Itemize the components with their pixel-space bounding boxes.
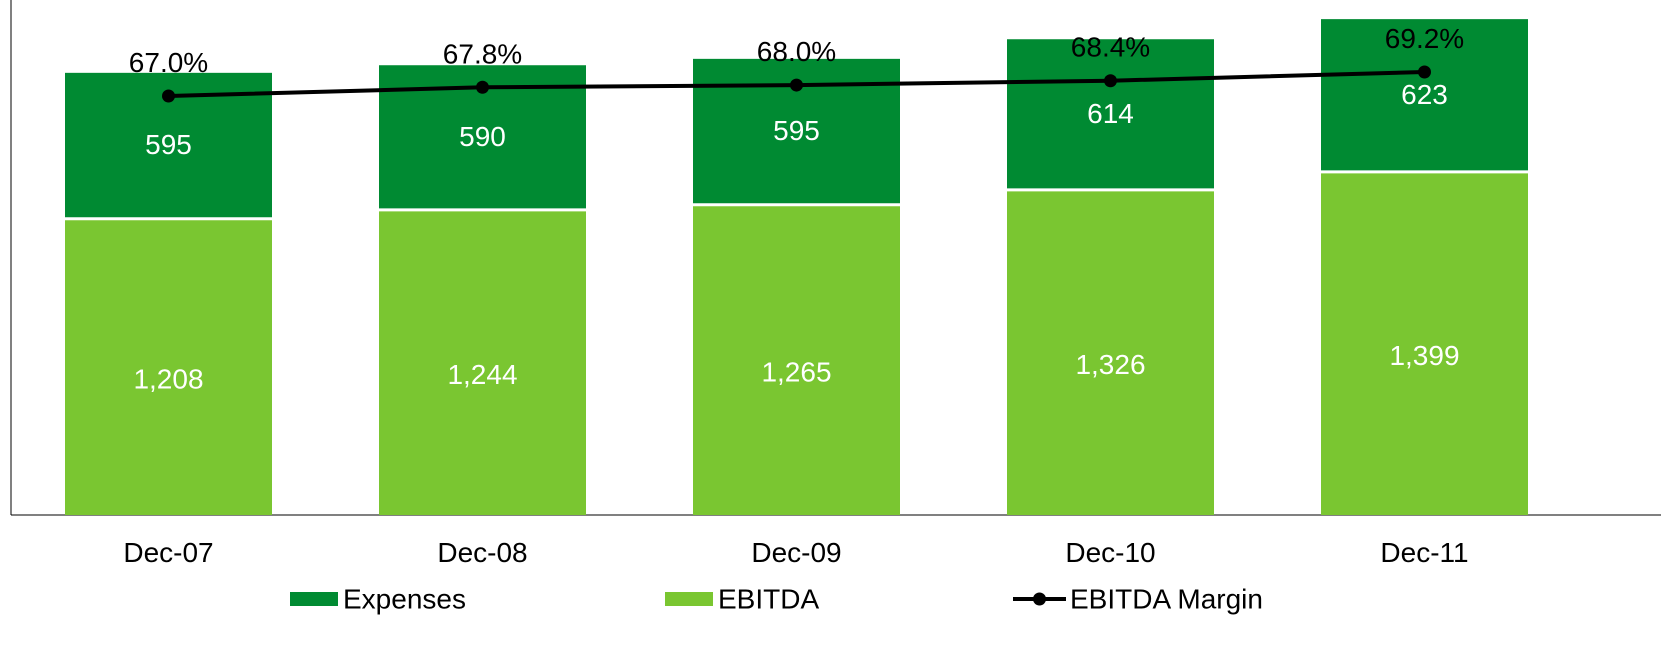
- bar-expenses-dec-10: [1007, 39, 1214, 190]
- bar-ebitda-dec-09: [693, 204, 900, 515]
- label-expenses-dec-10: 614: [1087, 98, 1134, 129]
- margin-point-dec-11: [1418, 65, 1431, 79]
- bar-ebitda-dec-11: [1321, 171, 1528, 515]
- margin-label-dec-11: 69.2%: [1385, 23, 1464, 54]
- label-ebitda-dec-09: 1,265: [761, 356, 831, 387]
- legend-label-ebitda-margin: EBITDA Margin: [1070, 583, 1263, 614]
- margin-line: 67.0% 67.8% 68.0% 68.4% 69.2%: [129, 23, 1464, 103]
- legend-line-marker: [1033, 592, 1046, 606]
- margin-point-dec-09: [790, 78, 803, 92]
- label-expenses-dec-11: 623: [1401, 79, 1448, 110]
- bar-ebitda-dec-10: [1007, 189, 1214, 516]
- x-ticks: Dec-07 Dec-08 Dec-09 Dec-10 Dec-11: [123, 537, 1468, 568]
- bars: [65, 19, 1528, 516]
- margin-label-dec-10: 68.4%: [1071, 32, 1150, 63]
- label-ebitda-dec-07: 1,208: [133, 363, 203, 394]
- legend-label-expenses: Expenses: [343, 583, 466, 614]
- legend: Expenses EBITDA EBITDA Margin: [290, 583, 1263, 614]
- bar-labels: 1,208 595 1,244 590 1,265 595 1,326 614 1,399 623: [133, 79, 1459, 394]
- x-tick-dec-08: Dec-08: [437, 537, 527, 568]
- bar-expenses-dec-11: [1321, 19, 1528, 172]
- margin-label-dec-09: 68.0%: [757, 36, 836, 67]
- legend-swatch-expenses: [290, 592, 338, 606]
- label-expenses-dec-09: 595: [773, 115, 820, 146]
- label-ebitda-dec-10: 1,326: [1075, 349, 1145, 380]
- margin-point-dec-07: [162, 89, 175, 103]
- margin-label-dec-08: 67.8%: [443, 38, 522, 69]
- margin-point-dec-08: [476, 80, 489, 94]
- margin-label-dec-07: 67.0%: [129, 47, 208, 78]
- x-tick-dec-07: Dec-07: [123, 537, 213, 568]
- x-tick-dec-10: Dec-10: [1065, 537, 1155, 568]
- label-ebitda-dec-11: 1,399: [1389, 340, 1459, 371]
- legend-swatch-ebitda: [665, 592, 713, 606]
- bar-ebitda-dec-07: [65, 218, 272, 515]
- bar-ebitda-dec-08: [379, 209, 586, 515]
- x-tick-dec-11: Dec-11: [1380, 537, 1468, 568]
- margin-point-dec-10: [1104, 74, 1117, 88]
- label-expenses-dec-07: 595: [145, 129, 192, 160]
- legend-label-ebitda: EBITDA: [718, 583, 819, 614]
- label-expenses-dec-08: 590: [459, 121, 506, 152]
- x-tick-dec-09: Dec-09: [751, 537, 841, 568]
- label-ebitda-dec-08: 1,244: [447, 359, 517, 390]
